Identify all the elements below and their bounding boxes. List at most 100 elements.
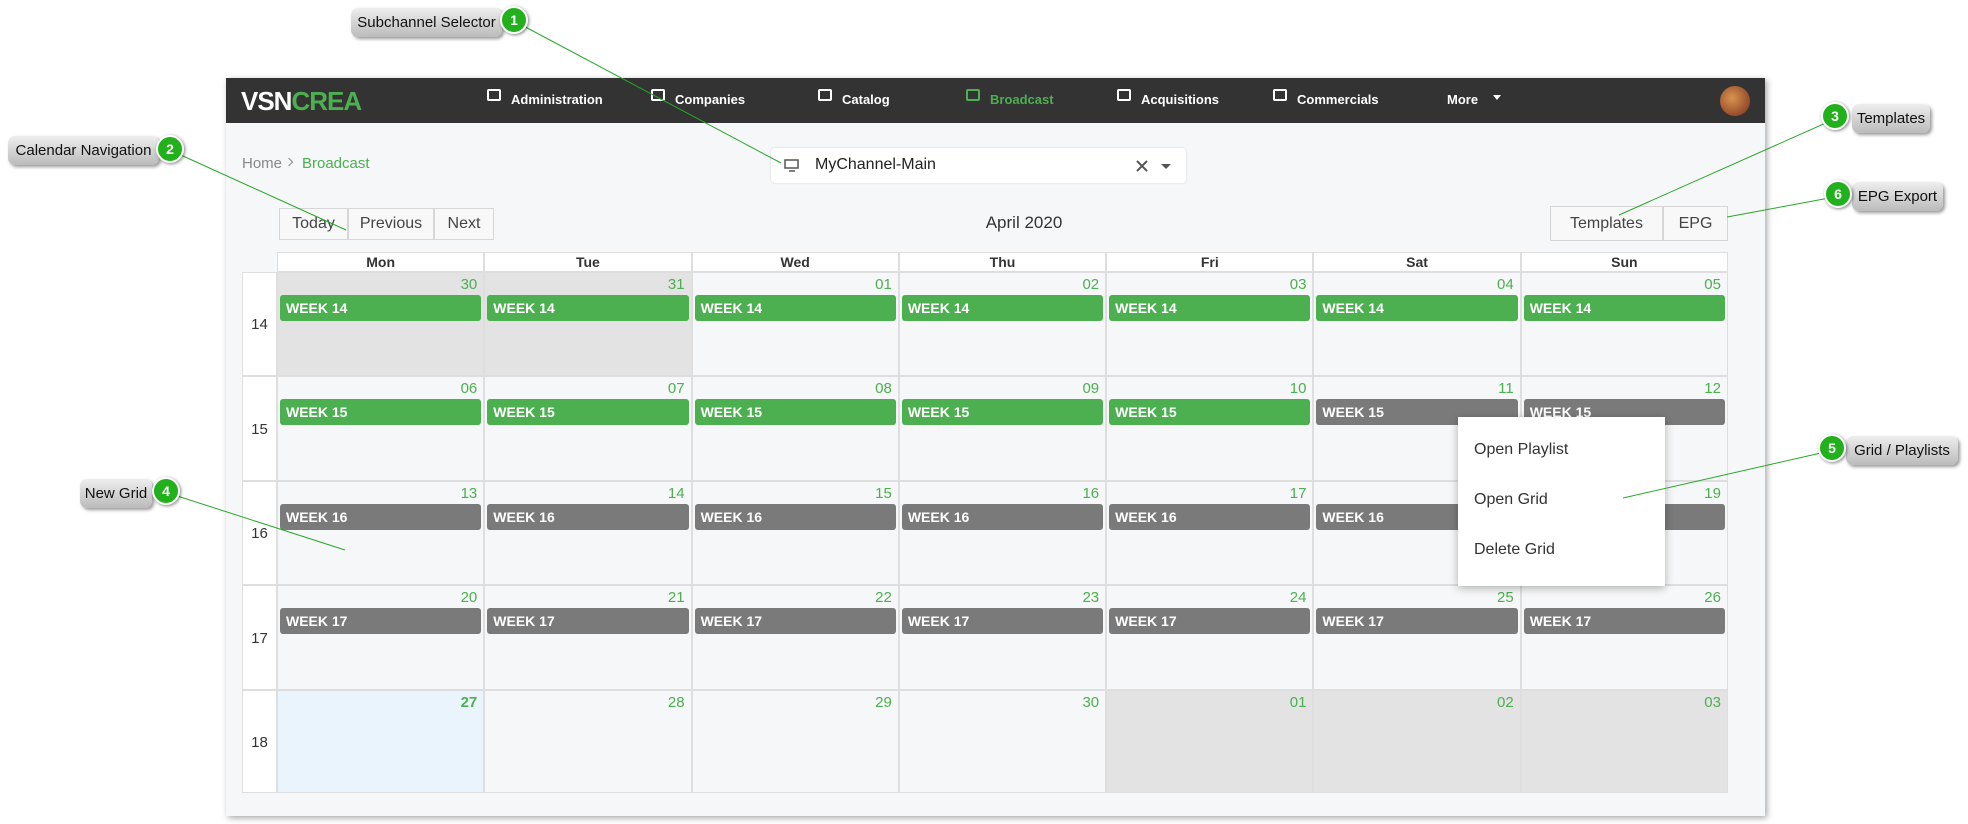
logo[interactable]: VSNCREA	[241, 86, 362, 117]
event[interactable]: WEEK 15	[694, 399, 896, 425]
nav-icon[interactable]	[487, 89, 501, 101]
event[interactable]: WEEK 16	[487, 504, 689, 530]
event[interactable]: WEEK 14	[1523, 295, 1725, 321]
day-date[interactable]: 20	[460, 589, 478, 606]
view-button[interactable]: Templates	[1550, 206, 1663, 241]
day-cell[interactable]: 25 WEEK 17	[1313, 585, 1521, 690]
event[interactable]: WEEK 17	[694, 608, 896, 634]
day-date[interactable]: 24	[1289, 589, 1307, 606]
day-cell[interactable]: 16 WEEK 16	[898, 481, 1107, 585]
day-cell[interactable]: 31 WEEK 14	[484, 272, 692, 376]
day-date[interactable]: 02	[1082, 276, 1100, 293]
day-date[interactable]: 03	[1289, 276, 1307, 293]
event[interactable]: WEEK 14	[901, 295, 1104, 321]
nav-item[interactable]: Acquisitions	[1141, 92, 1220, 107]
day-cell[interactable]: 29	[691, 690, 899, 793]
day-cell[interactable]: 21 WEEK 17	[484, 585, 692, 690]
day-cell[interactable]: 26 WEEK 17	[1520, 585, 1728, 690]
day-date[interactable]: 01	[875, 276, 892, 293]
day-date[interactable]: 21	[667, 589, 685, 606]
event[interactable]: WEEK 15	[280, 399, 482, 425]
event[interactable]: WEEK 17	[1316, 608, 1518, 634]
event[interactable]: WEEK 16	[280, 504, 482, 530]
day-cell[interactable]: 27	[277, 690, 485, 793]
day-date[interactable]: 31	[667, 276, 685, 293]
day-date[interactable]: 22	[875, 589, 892, 606]
day-date[interactable]: 15	[875, 485, 892, 502]
event[interactable]: WEEK 16	[901, 504, 1104, 530]
day-cell[interactable]: 09 WEEK 15	[898, 376, 1107, 481]
day-cell[interactable]: 05 WEEK 14	[1520, 272, 1728, 376]
day-date[interactable]: 26	[1704, 589, 1721, 606]
nav-icon[interactable]	[1117, 89, 1131, 101]
day-cell[interactable]: 08 WEEK 15	[691, 376, 899, 481]
day-cell[interactable]: 14 WEEK 16	[484, 481, 692, 585]
day-cell[interactable]: 02	[1313, 690, 1521, 793]
nav-icon[interactable]	[1273, 89, 1287, 101]
day-cell[interactable]: 22 WEEK 17	[691, 585, 899, 690]
day-date[interactable]: 10	[1289, 380, 1307, 397]
nav-icon[interactable]	[818, 89, 832, 101]
day-date[interactable]: 30	[460, 276, 478, 293]
day-cell[interactable]: 01 WEEK 14	[691, 272, 899, 376]
selector-controls[interactable]	[1135, 159, 1175, 173]
day-date[interactable]: 16	[1082, 485, 1100, 502]
day-date[interactable]: 19	[1704, 485, 1721, 502]
day-cell[interactable]: 02 WEEK 14	[898, 272, 1107, 376]
day-date[interactable]: 25	[1497, 589, 1514, 606]
event[interactable]: WEEK 14	[487, 295, 689, 321]
event[interactable]: WEEK 15	[901, 399, 1104, 425]
avatar[interactable]	[1720, 86, 1750, 116]
day-cell[interactable]: 01	[1106, 690, 1314, 793]
channel-selector[interactable]: MyChannel-Main	[771, 148, 1186, 183]
event[interactable]: WEEK 17	[487, 608, 689, 634]
day-cell[interactable]: 10 WEEK 15	[1106, 376, 1314, 481]
day-date[interactable]: 13	[460, 485, 478, 502]
day-date[interactable]: 07	[667, 380, 685, 397]
day-date[interactable]: 14	[667, 485, 685, 502]
day-cell[interactable]: 23 WEEK 17	[898, 585, 1107, 690]
nav-button[interactable]: Next	[434, 208, 494, 240]
breadcrumb-item[interactable]: Home	[242, 155, 283, 172]
nav-button[interactable]: Previous	[348, 208, 434, 240]
view-button[interactable]: EPG	[1663, 206, 1728, 241]
day-cell[interactable]: 28	[484, 690, 692, 793]
day-date[interactable]: 29	[875, 694, 892, 711]
day-cell[interactable]: 15 WEEK 16	[691, 481, 899, 585]
day-date[interactable]: 17	[1289, 485, 1307, 502]
event[interactable]: WEEK 14	[1109, 295, 1311, 321]
menu-item[interactable]: Open Playlist	[1474, 441, 1569, 458]
day-date[interactable]: 03	[1704, 694, 1721, 711]
breadcrumb-item[interactable]: Broadcast	[302, 155, 370, 172]
nav-button[interactable]: Today	[279, 208, 348, 240]
day-date[interactable]: 12	[1704, 380, 1721, 397]
day-date[interactable]: 30	[1082, 694, 1100, 711]
day-cell[interactable]: 20 WEEK 17	[277, 585, 485, 690]
day-cell[interactable]: 06 WEEK 15	[277, 376, 485, 481]
event[interactable]: WEEK 16	[1109, 504, 1311, 530]
event[interactable]: WEEK 14	[694, 295, 896, 321]
event[interactable]: WEEK 17	[901, 608, 1104, 634]
nav-item[interactable]: Commercials	[1297, 92, 1379, 107]
event[interactable]: WEEK 14	[280, 295, 482, 321]
day-date[interactable]: 06	[460, 380, 478, 397]
menu-item[interactable]: Open Grid	[1474, 491, 1548, 508]
event[interactable]: WEEK 17	[1109, 608, 1311, 634]
day-date[interactable]: 11	[1498, 380, 1514, 397]
event[interactable]: WEEK 17	[280, 608, 482, 634]
day-date[interactable]: 01	[1289, 694, 1307, 711]
day-date[interactable]: 05	[1704, 276, 1721, 293]
day-cell[interactable]: 11 WEEK 15	[1313, 376, 1521, 481]
nav-item[interactable]: Broadcast	[990, 92, 1054, 107]
nav-item[interactable]: More	[1447, 92, 1479, 107]
day-date[interactable]: 08	[875, 380, 892, 397]
day-date[interactable]: 02	[1497, 694, 1514, 711]
day-cell[interactable]: 24 WEEK 17	[1106, 585, 1314, 690]
day-cell[interactable]: 30 WEEK 14	[277, 272, 485, 376]
menu-item[interactable]: Delete Grid	[1474, 541, 1555, 558]
nav-item[interactable]: Catalog	[842, 92, 890, 107]
day-cell[interactable]: 17 WEEK 16	[1106, 481, 1314, 585]
day-cell[interactable]: 30	[898, 690, 1107, 793]
event[interactable]: WEEK 15	[1109, 399, 1311, 425]
nav-icon[interactable]	[966, 89, 980, 101]
